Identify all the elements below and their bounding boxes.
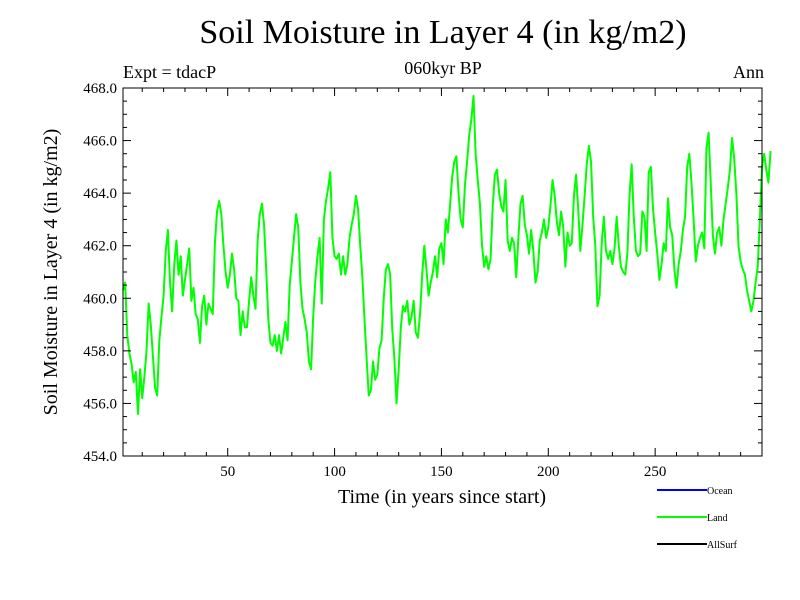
plot-series-group bbox=[122, 94, 772, 415]
experiment-label: Expt = tdacP bbox=[123, 62, 217, 82]
plot-frame bbox=[122, 87, 763, 457]
y-tick-label: 458.0 bbox=[83, 344, 117, 360]
legend-label-land: Land bbox=[707, 513, 728, 524]
y-tick-label: 456.0 bbox=[83, 396, 117, 412]
y-tick-label: 464.0 bbox=[83, 186, 117, 202]
y-axis-label: Soil Moisture in Layer 4 (in kg/m2) bbox=[40, 129, 62, 416]
x-axis: 50 100 150 200 250 bbox=[141, 88, 763, 480]
chart-subtitle: 060kyr BP bbox=[404, 58, 482, 78]
x-tick-label: 100 bbox=[323, 464, 346, 480]
series-line-land bbox=[122, 94, 772, 415]
y-axis: 454.0 456.0 458.0 460.0 462.0 464.0 466.0 468.0 bbox=[83, 81, 762, 465]
y-tick-label: 460.0 bbox=[83, 291, 117, 307]
x-tick-label: 200 bbox=[537, 464, 560, 480]
y-tick-label: 462.0 bbox=[83, 239, 117, 255]
y-tick-label: 468.0 bbox=[83, 81, 117, 97]
y-tick-label: 454.0 bbox=[83, 449, 117, 465]
season-label: Ann bbox=[733, 62, 764, 82]
x-axis-label: Time (in years since start) bbox=[338, 486, 546, 508]
y-tick-label: 466.0 bbox=[83, 134, 117, 150]
legend: Ocean Land AllSurf bbox=[657, 486, 738, 551]
x-tick-label: 50 bbox=[220, 464, 235, 480]
chart-title: Soil Moisture in Layer 4 (in kg/m2) bbox=[199, 14, 687, 51]
legend-label-ocean: Ocean bbox=[707, 486, 733, 497]
x-tick-label: 150 bbox=[430, 464, 453, 480]
legend-label-allsurf: AllSurf bbox=[707, 540, 738, 551]
x-tick-label: 250 bbox=[644, 464, 667, 480]
